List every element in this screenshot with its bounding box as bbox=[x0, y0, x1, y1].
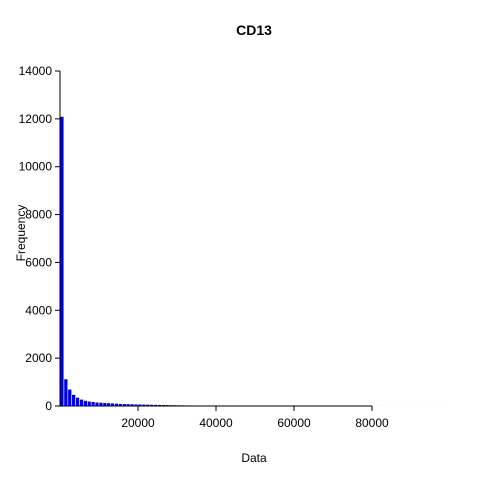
bars-group bbox=[60, 116, 450, 406]
histogram-bar bbox=[60, 116, 64, 406]
y-tick-label: 14000 bbox=[19, 64, 53, 78]
histogram-bar bbox=[64, 379, 68, 406]
histogram-bar bbox=[99, 402, 103, 406]
y-tick-label: 2000 bbox=[25, 351, 52, 365]
histogram-bar bbox=[95, 402, 99, 406]
histogram-bar bbox=[87, 401, 91, 406]
histogram-bar bbox=[68, 389, 72, 406]
x-tick-label: 60000 bbox=[277, 416, 311, 430]
y-tick-label: 12000 bbox=[19, 112, 53, 126]
axes-group: 0 2000 4000 6000 8000 10000 12000 14000 20000 400… bbox=[19, 64, 389, 430]
histogram-bar bbox=[83, 400, 87, 406]
histogram-bar bbox=[103, 403, 107, 406]
chart-title: CD13 bbox=[236, 22, 272, 38]
x-tick-label: 40000 bbox=[199, 416, 233, 430]
y-tick-label: 0 bbox=[45, 399, 52, 413]
x-tick-label: 80000 bbox=[355, 416, 389, 430]
y-tick-label: 6000 bbox=[25, 255, 52, 269]
histogram-bar bbox=[80, 399, 84, 406]
x-axis-label: Data bbox=[241, 451, 267, 465]
y-tick-label: 8000 bbox=[25, 208, 52, 222]
histogram-bar bbox=[72, 395, 76, 406]
x-tick-label: 20000 bbox=[121, 416, 155, 430]
histogram-bar bbox=[76, 397, 80, 406]
y-tick-label: 10000 bbox=[19, 160, 53, 174]
histogram-bar bbox=[91, 402, 95, 406]
y-tick-label: 4000 bbox=[25, 303, 52, 317]
